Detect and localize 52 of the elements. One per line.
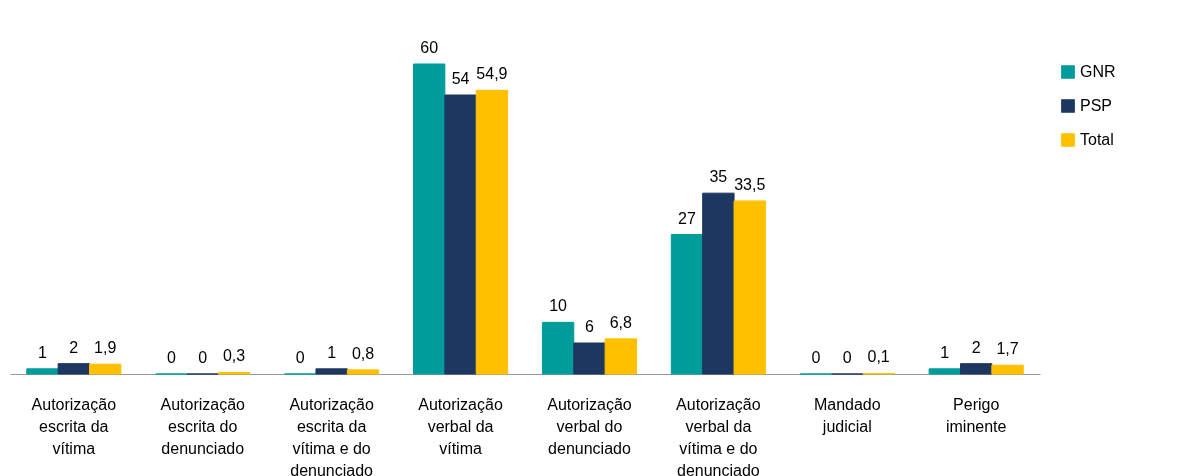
data-label: 0	[842, 349, 852, 366]
data-label: 2	[69, 338, 79, 356]
legend-label: PSP	[1080, 97, 1113, 114]
bar	[928, 368, 961, 375]
x-tick-label: Autorização verbal da vítima	[418, 395, 503, 457]
data-label: 0	[166, 349, 176, 366]
x-tick-label: Autorização escrita do denunciado	[160, 395, 246, 457]
data-label: 6	[585, 318, 594, 335]
bar	[475, 89, 509, 375]
bar	[315, 368, 348, 375]
data-label: 1	[327, 343, 337, 361]
x-tick-label: Mandado judicial	[813, 395, 881, 435]
bar	[733, 200, 766, 375]
x-tick-label: Perigo iminente	[945, 395, 1007, 435]
legend-label: Total	[1080, 131, 1114, 148]
bar	[26, 368, 59, 375]
data-label: 0,3	[222, 347, 246, 365]
bar	[541, 321, 575, 375]
data-label: 6,8	[609, 313, 633, 331]
data-label: 0,1	[867, 348, 890, 366]
bar	[573, 342, 606, 375]
x-tick-label: Autorização verbal da vítima e do denunciado	[676, 395, 761, 476]
data-label: 27	[678, 209, 696, 227]
bar	[412, 63, 446, 375]
data-label: 0	[295, 349, 305, 366]
bar	[57, 363, 90, 375]
data-label: 1,9	[94, 339, 117, 357]
data-label: 54	[451, 70, 470, 87]
bar	[89, 363, 122, 375]
data-label: 1	[37, 343, 47, 361]
x-tick-label: Autorização escrita da vítima e do denunciado	[289, 395, 374, 476]
bar	[991, 364, 1024, 375]
bar	[604, 338, 638, 375]
bar	[346, 369, 380, 375]
bar	[960, 363, 993, 375]
bar	[444, 94, 477, 375]
x-tick-label: Autorização escrita da vítima	[31, 395, 117, 457]
data-label: 10	[549, 297, 568, 315]
data-label: 54,9	[476, 65, 508, 83]
data-label: 60	[420, 39, 439, 56]
data-label: 2	[971, 338, 981, 356]
x-tick-label: Autorização verbal do denunciado	[547, 395, 632, 457]
data-label: 1	[940, 343, 950, 361]
data-label: 0	[198, 349, 208, 366]
data-label: 1,7	[996, 340, 1019, 358]
data-label: 35	[709, 168, 728, 186]
data-label: 0,8	[351, 344, 375, 362]
bar	[702, 192, 735, 375]
bar	[670, 234, 704, 375]
data-label: 0	[811, 349, 821, 366]
data-label: 33,5	[734, 175, 766, 193]
legend-label: GNR	[1080, 63, 1116, 80]
